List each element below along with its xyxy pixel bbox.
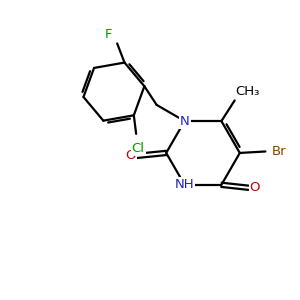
- Text: Br: Br: [272, 145, 286, 158]
- Text: CH₃: CH₃: [235, 85, 259, 98]
- Text: F: F: [105, 28, 112, 40]
- Text: N: N: [180, 115, 190, 128]
- Text: O: O: [125, 149, 136, 162]
- Text: NH: NH: [175, 178, 194, 191]
- Text: O: O: [250, 181, 260, 194]
- Text: Cl: Cl: [132, 142, 145, 155]
